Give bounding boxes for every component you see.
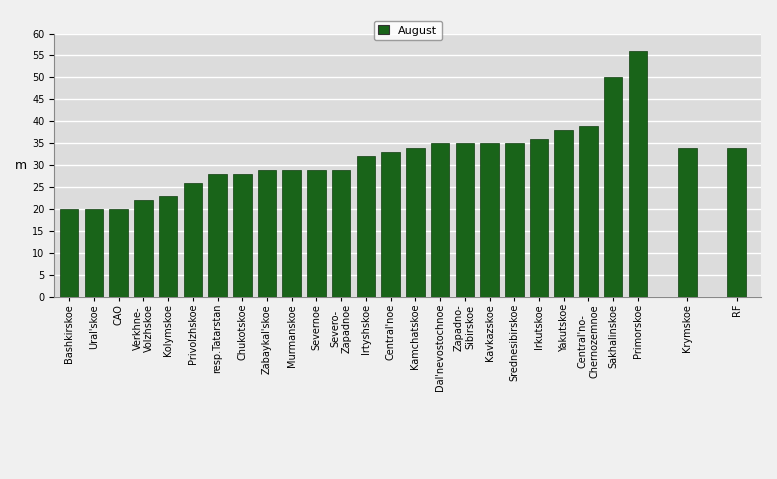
Bar — [678, 148, 696, 297]
Bar — [110, 209, 128, 297]
Bar — [307, 170, 326, 297]
Bar — [480, 143, 499, 297]
Bar — [555, 130, 573, 297]
Bar — [406, 148, 424, 297]
Bar — [233, 174, 252, 297]
Bar — [208, 174, 227, 297]
Bar — [183, 183, 202, 297]
Bar — [258, 170, 277, 297]
Y-axis label: m: m — [15, 159, 27, 172]
Bar — [134, 200, 152, 297]
Bar — [332, 170, 350, 297]
Bar — [604, 78, 622, 297]
Bar — [382, 152, 400, 297]
Bar — [357, 157, 375, 297]
Bar — [430, 143, 449, 297]
Bar — [579, 125, 598, 297]
Bar — [85, 209, 103, 297]
Bar — [283, 170, 301, 297]
Bar — [159, 196, 177, 297]
Bar — [629, 51, 647, 297]
Legend: August: August — [374, 21, 442, 40]
Bar — [727, 148, 746, 297]
Bar — [60, 209, 78, 297]
Bar — [530, 139, 549, 297]
Bar — [455, 143, 474, 297]
Bar — [505, 143, 524, 297]
